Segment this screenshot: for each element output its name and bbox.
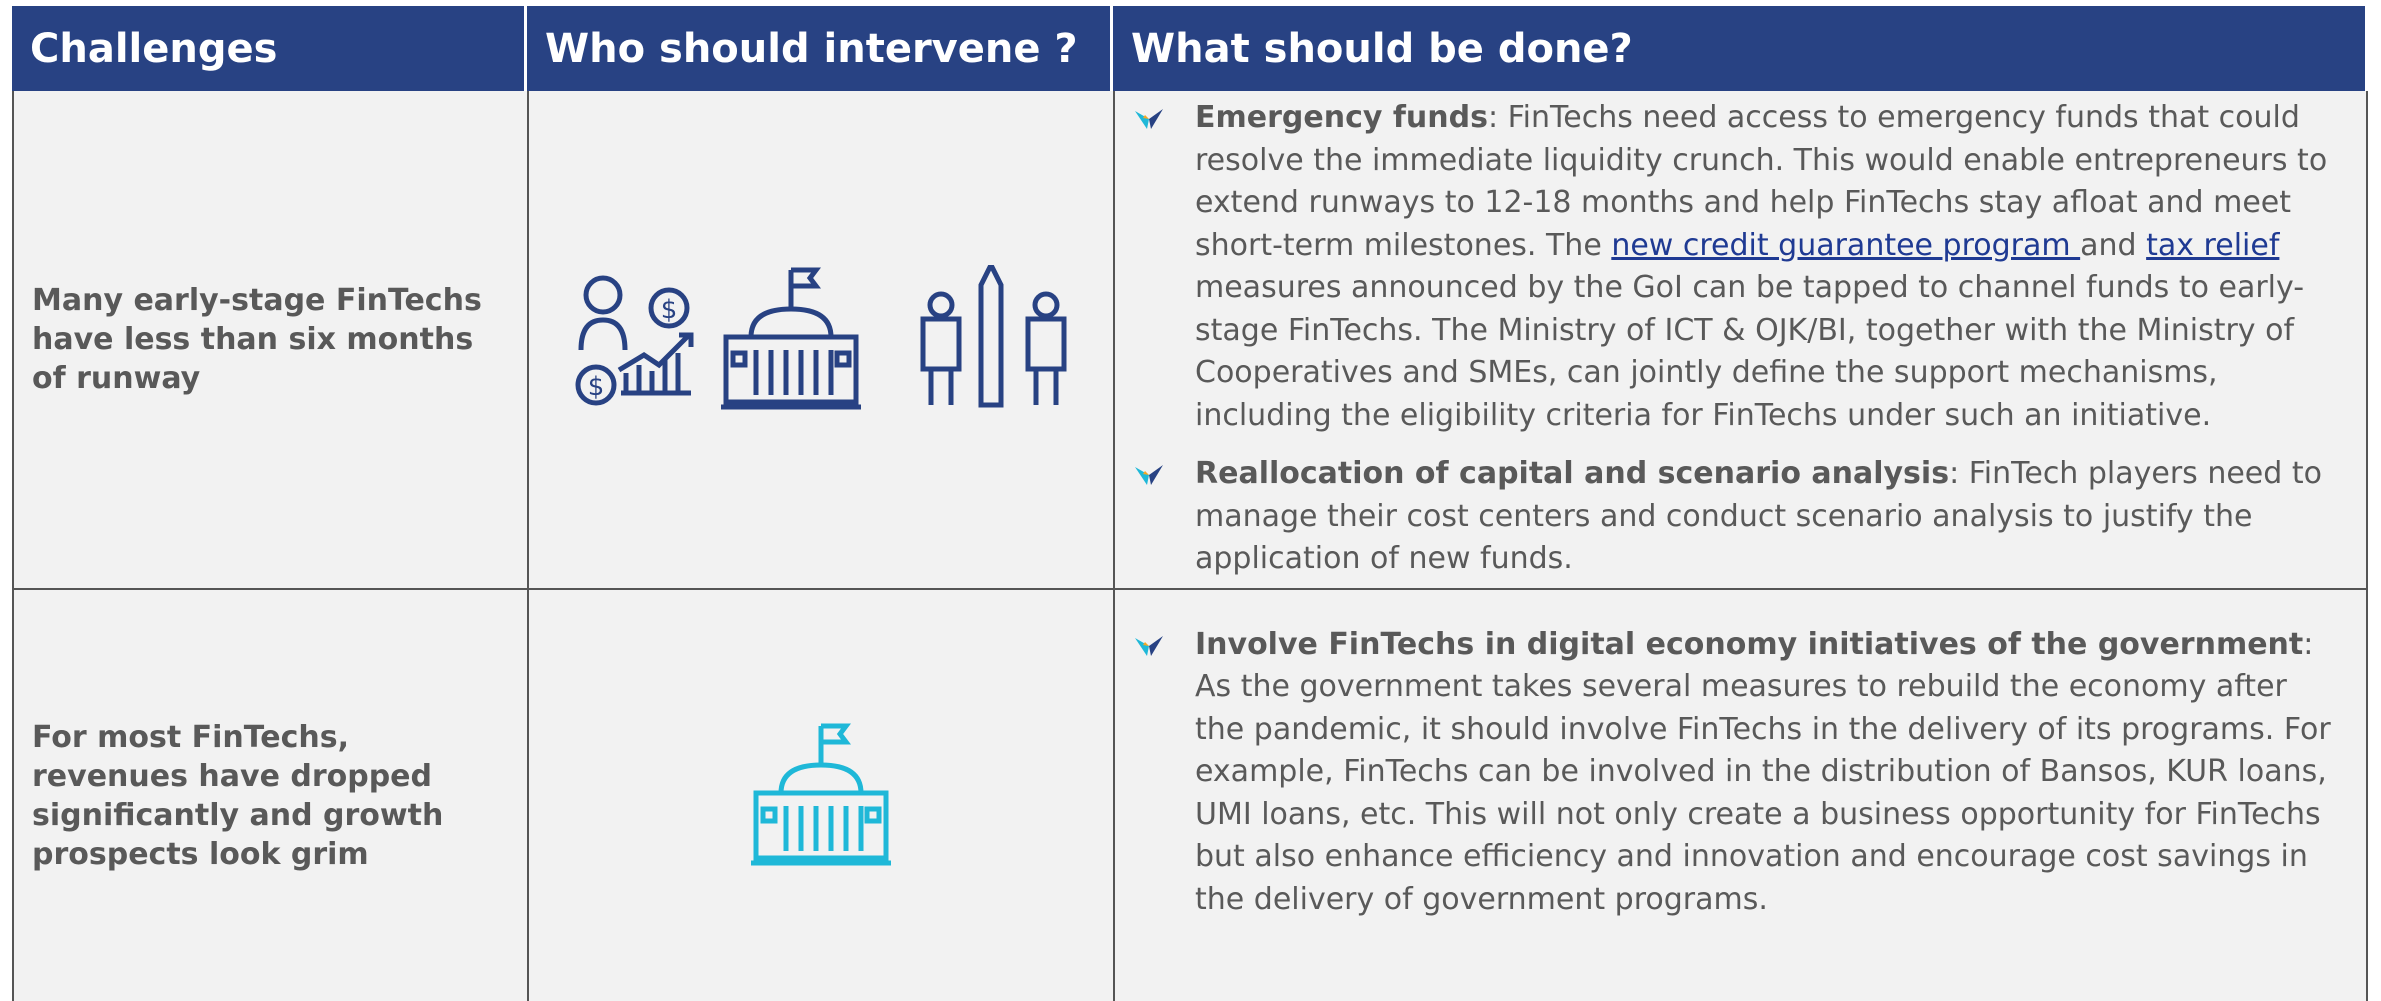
svg-text:$: $ — [661, 295, 678, 325]
header-cell: Challenges — [12, 6, 527, 91]
text-segment: Reallocation of capital and scenario ana… — [1195, 456, 1950, 491]
text-segment: : FinTechs need access to emergency fund… — [1195, 100, 2328, 263]
action-cell: Involve FinTechs in digital economy init… — [1113, 590, 2368, 1001]
text-segment: Emergency funds — [1195, 100, 1488, 135]
bullet: Reallocation of capital and scenario ana… — [1135, 453, 2336, 581]
challenge-cell: For most FinTechs, revenues have dropped… — [12, 590, 527, 1001]
government-icon — [751, 723, 891, 865]
text-segment: and — [2080, 227, 2147, 263]
bullet-text: Emergency funds: FinTechs need access to… — [1195, 97, 2336, 437]
intervener-icons: $ $ — [575, 264, 1067, 409]
svg-text:$: $ — [588, 372, 605, 402]
header-cell: Who should intervene ? — [527, 6, 1113, 91]
text-segment: : FinTech players need to manage their c… — [1195, 456, 2322, 576]
icon-cell — [527, 590, 1113, 1001]
bullet-text: Involve FinTechs in digital economy init… — [1195, 624, 2336, 922]
bullet-text: Reallocation of capital and scenario ana… — [1195, 453, 2336, 581]
government-icon — [721, 267, 861, 409]
bullet-icon — [1135, 465, 1163, 485]
investor-icon: $ $ — [575, 275, 694, 405]
link[interactable]: new credit guarantee program — [1611, 227, 2081, 263]
icon-cell: $ $ — [527, 91, 1113, 590]
bullet-icon — [1135, 109, 1163, 129]
table: Challenges Who should intervene ? What s… — [12, 6, 2368, 1001]
text-segment: Involve FinTechs in digital economy init… — [1195, 626, 2304, 662]
officials-icon — [920, 264, 1067, 407]
challenge-cell: Many early-stage FinTechs have less than… — [12, 91, 527, 590]
header-cell: What should be done? — [1113, 6, 2368, 91]
text-segment: measures announced by the GoI can be tap… — [1195, 270, 2305, 433]
bullet: Emergency funds: FinTechs need access to… — [1135, 97, 2336, 437]
bullet: Involve FinTechs in digital economy init… — [1135, 624, 2336, 922]
bullet-icon — [1135, 635, 1163, 656]
link[interactable]: tax relief — [2146, 227, 2280, 263]
action-cell: Emergency funds: FinTechs need access to… — [1113, 91, 2368, 590]
text-segment: : As the government takes several measur… — [1195, 626, 2331, 917]
